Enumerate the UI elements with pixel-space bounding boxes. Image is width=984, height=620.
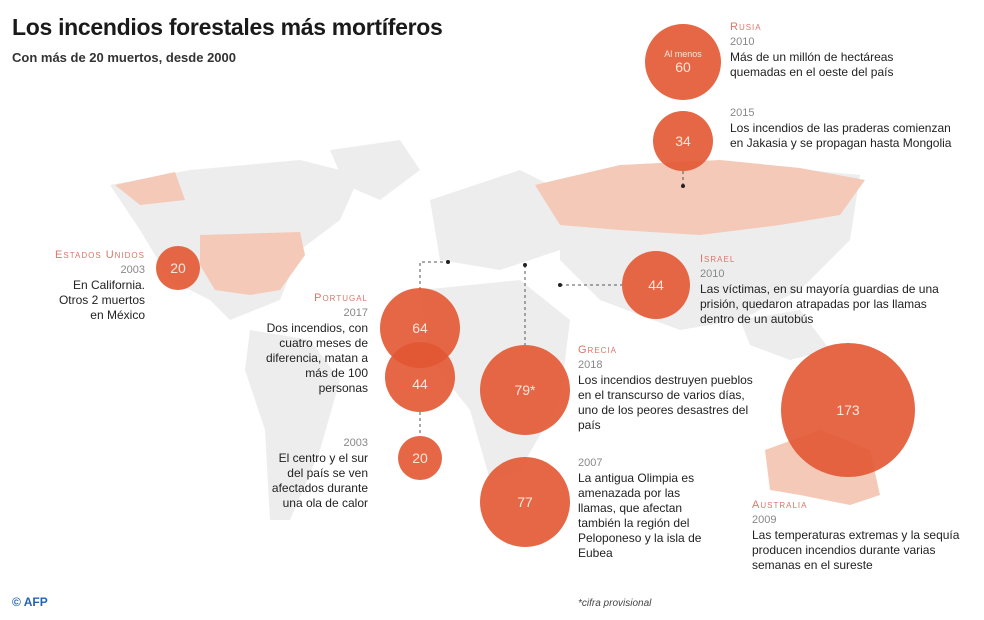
bubble-australia-2009: 173 xyxy=(781,343,915,477)
bubble-portugal-2003: 20 xyxy=(398,436,442,480)
annotation-greece-2018: Grecia 2018 Los incendios destruyen pueb… xyxy=(578,343,763,433)
bubble-value: 20 xyxy=(412,450,428,466)
year-label: 2007 xyxy=(578,457,603,469)
page-title: Los incendios forestales más mortíferos xyxy=(12,14,443,40)
annotation-russia-2015: 2015 Los incendios de las praderas comie… xyxy=(730,106,955,151)
year-label: 2010 xyxy=(700,268,725,280)
land-se-asia xyxy=(740,310,830,360)
bubble-value: 20 xyxy=(170,260,186,276)
description: Más de un millón de hectáreas quemadas e… xyxy=(730,50,894,79)
land-europe xyxy=(430,170,560,270)
bubble-portugal-2017-b: 44 xyxy=(385,342,455,412)
bubble-prefix: Al menos xyxy=(664,49,702,59)
bubble-greece-2007: 77 xyxy=(480,457,570,547)
description: Las víctimas, en su mayoría guardias de … xyxy=(700,282,939,326)
afp-logo: © AFP xyxy=(12,595,48,609)
country-usa xyxy=(200,232,305,295)
location-dot-israel xyxy=(558,283,562,287)
bubble-value: 34 xyxy=(675,133,691,149)
location-dot-russia xyxy=(681,184,685,188)
land-greenland xyxy=(330,140,420,200)
leader-line-portugal xyxy=(419,261,448,290)
location-dot-portugal xyxy=(446,260,450,264)
footnote: *cifra provisional xyxy=(578,598,652,609)
annotation-portugal-2017: Portugal 2017 Dos incendios, con cuatro … xyxy=(258,291,368,396)
country-russia xyxy=(535,160,865,235)
description: Dos incendios, con cuatro meses de difer… xyxy=(265,321,368,395)
bubble-value: 173 xyxy=(836,402,860,418)
description: El centro y el sur del país se ven afect… xyxy=(271,451,368,510)
year-label: 2003 xyxy=(343,437,368,449)
annotation-israel: Israel 2010 Las víctimas, en su mayoría … xyxy=(700,252,950,327)
year-label: 2010 xyxy=(730,36,755,48)
description: Los incendios destruyen pueblos en el tr… xyxy=(578,373,753,432)
bubble-usa-2003: 20 xyxy=(156,246,200,290)
country-label: Israel xyxy=(700,253,736,265)
bubble-israel-2010: 44 xyxy=(622,251,690,319)
bubble-value: 44 xyxy=(412,376,428,392)
country-alaska xyxy=(115,172,185,205)
location-dot-greece xyxy=(523,263,527,267)
country-label: Portugal xyxy=(314,292,368,304)
bubble-value: 60 xyxy=(675,59,691,75)
country-label: Estados Unidos xyxy=(55,249,145,261)
annotation-portugal-2003: 2003 El centro y el sur del país se ven … xyxy=(262,436,368,511)
bubble-greece-2018: 79* xyxy=(480,345,570,435)
country-label: Grecia xyxy=(578,344,618,356)
description: Los incendios de las praderas comienzan … xyxy=(730,121,952,150)
bubble-russia-2010: Al menos 60 xyxy=(645,24,721,100)
country-label: Rusia xyxy=(730,21,762,33)
page-subtitle: Con más de 20 muertos, desde 2000 xyxy=(12,50,236,65)
year-label: 2017 xyxy=(343,307,368,319)
annotation-australia: Australia 2009 Las temperaturas extremas… xyxy=(752,498,982,573)
bubble-value: 79* xyxy=(514,382,536,398)
country-label: Australia xyxy=(752,499,808,511)
year-label: 2009 xyxy=(752,514,777,526)
year-label: 2003 xyxy=(120,264,145,276)
bubble-value: 44 xyxy=(648,277,664,293)
land-south-america xyxy=(245,330,340,520)
description: La antigua Olimpia es amenazada por las … xyxy=(578,471,702,560)
annotation-russia-2010: Rusia 2010 Más de un millón de hectáreas… xyxy=(730,20,960,80)
description: En California. Otros 2 muertos en México xyxy=(58,278,145,322)
bubble-value: 64 xyxy=(412,320,428,336)
year-label: 2015 xyxy=(730,107,755,119)
bubble-value: 77 xyxy=(517,494,533,510)
bubble-russia-2015: 34 xyxy=(653,111,713,171)
annotation-greece-2007: 2007 La antigua Olimpia es amenazada por… xyxy=(578,456,718,561)
year-label: 2018 xyxy=(578,359,603,371)
annotation-usa: Estados Unidos 2003 En California. Otros… xyxy=(20,248,145,323)
description: Las temperaturas extremas y la sequía pr… xyxy=(752,528,960,572)
